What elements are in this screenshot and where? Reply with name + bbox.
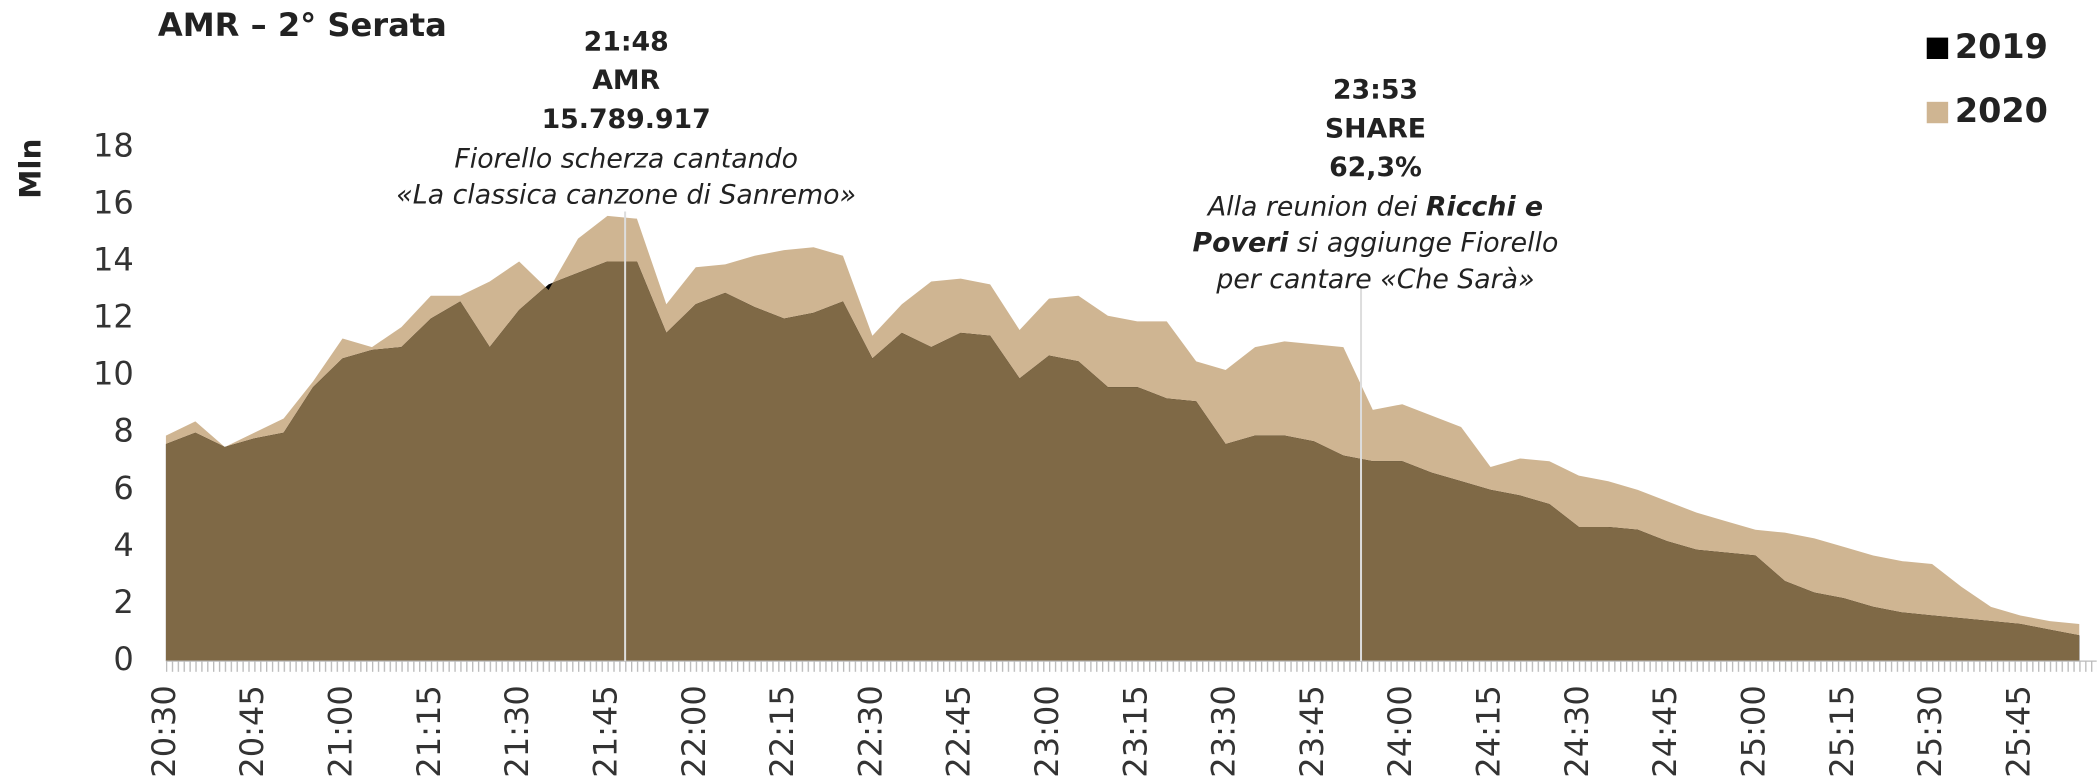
plot-area — [165, 215, 2080, 662]
annotation-metric: AMR — [592, 65, 660, 96]
y-tick-label: 6 — [113, 469, 133, 507]
note-segment: si aggiunge Fiorello — [1288, 227, 1558, 258]
y-tick-label: 18 — [93, 126, 134, 164]
x-tick-label: 20:45 — [233, 685, 271, 778]
y-axis-label: Mln — [14, 139, 48, 199]
area-overlap — [165, 261, 2080, 662]
x-tick-label: 25:00 — [1734, 685, 1772, 778]
y-tick-label: 12 — [93, 298, 134, 336]
y-tick-label: 16 — [93, 183, 134, 221]
note-segment: Fiorello scherza cantando — [454, 143, 798, 174]
x-tick-label: 24:45 — [1646, 685, 1684, 778]
x-tick-label: 22:45 — [940, 685, 978, 778]
x-tick-label: 24:00 — [1381, 685, 1419, 778]
x-tick-label: 25:15 — [1823, 685, 1861, 778]
minor-ticks — [165, 661, 2097, 672]
annotation-value: 15.789.917 — [542, 104, 711, 135]
x-tick-label: 20:30 — [145, 685, 183, 778]
y-tick-label: 10 — [93, 355, 134, 393]
x-tick-label: 21:30 — [498, 685, 536, 778]
annotation-time: 23:53 — [1333, 75, 1418, 106]
annotation-note: «La classica canzone di Sanremo» — [396, 179, 856, 210]
x-tick-label: 24:30 — [1558, 685, 1596, 778]
legend-label: 2019 — [1955, 27, 2048, 66]
y-tick-label: 0 — [113, 640, 133, 678]
note-segment: Poveri — [1193, 227, 1290, 258]
x-tick-label: 22:30 — [851, 685, 889, 778]
note-segment: per cantare «Che Sarà» — [1215, 263, 1534, 294]
x-tick-label: 21:45 — [586, 685, 624, 778]
note-segment: Alla reunion dei — [1206, 191, 1426, 222]
x-tick-label: 22:15 — [763, 685, 801, 778]
x-tick-label: 23:45 — [1293, 685, 1331, 778]
x-tick-label: 21:00 — [322, 685, 360, 778]
x-tick-label: 25:30 — [1911, 685, 1949, 778]
x-tick-label: 23:30 — [1205, 685, 1243, 778]
note-segment: Ricchi e — [1426, 191, 1543, 222]
chart-title: AMR – 2° Serata — [158, 6, 447, 44]
annotation-note: Poveri si aggiunge Fiorello — [1193, 227, 1559, 258]
legend-swatch — [1926, 101, 1949, 124]
annotation-value: 62,3% — [1329, 152, 1422, 183]
annotation-metric: SHARE — [1325, 113, 1426, 144]
annotation-time: 21:48 — [584, 26, 669, 57]
annotation-note: Fiorello scherza cantando — [454, 143, 798, 174]
y-tick-label: 4 — [113, 526, 133, 564]
x-tick-label: 23:00 — [1028, 685, 1066, 778]
annotation-note: Alla reunion dei Ricchi e — [1206, 191, 1543, 222]
x-tick-label: 22:00 — [675, 685, 713, 778]
x-tick-label: 25:45 — [1999, 685, 2037, 778]
y-tick-label: 8 — [113, 412, 133, 450]
x-tick-label: 21:15 — [410, 685, 448, 778]
y-tick-label: 2 — [113, 583, 133, 621]
legend-label: 2020 — [1955, 91, 2048, 130]
legend-swatch — [1926, 37, 1949, 60]
note-segment: «La classica canzone di Sanremo» — [396, 179, 856, 210]
annotation-note: per cantare «Che Sarà» — [1215, 263, 1534, 294]
x-tick-label: 24:15 — [1470, 685, 1508, 778]
x-tick-label: 23:15 — [1116, 685, 1154, 778]
y-tick-label: 14 — [93, 240, 134, 278]
